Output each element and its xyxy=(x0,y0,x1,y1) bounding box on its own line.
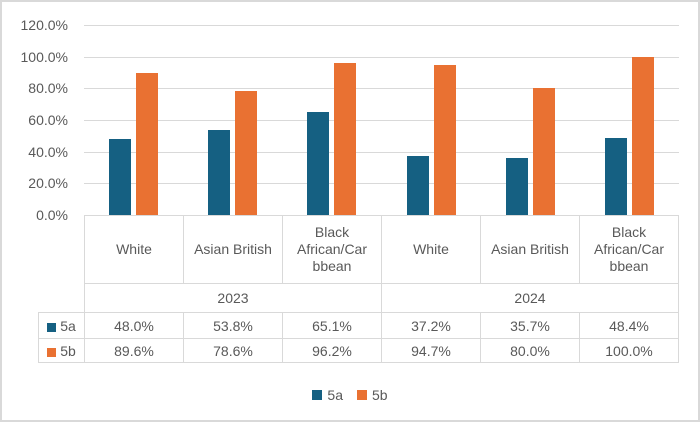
table-year-header-row: 2023 2024 xyxy=(39,283,679,313)
cell-5a-2023-black-african-caribbean: 65.1% xyxy=(282,312,382,339)
bar-5b[interactable] xyxy=(235,90,258,215)
cell-5b-2023-asian-british: 78.6% xyxy=(183,338,283,363)
row-label-5a-text: 5a xyxy=(60,317,76,334)
y-axis-tick-label: 20.0% xyxy=(28,175,68,192)
category-header-2023-white: White xyxy=(84,215,184,284)
bar-group xyxy=(382,25,481,215)
bar-group xyxy=(84,25,183,215)
legend-5b-swatch-icon xyxy=(357,390,367,400)
bar-5a[interactable] xyxy=(307,111,330,215)
gridline xyxy=(84,56,679,58)
bar-5b[interactable] xyxy=(433,65,456,215)
legend-item-5b[interactable]: 5b xyxy=(357,387,388,403)
cell-5a-2023-white: 48.0% xyxy=(84,312,184,339)
cell-5a-2023-asian-british: 53.8% xyxy=(183,312,283,339)
bar-5b[interactable] xyxy=(532,88,555,215)
bar-groups-container xyxy=(84,25,679,215)
legend-5a-label: 5a xyxy=(327,387,343,403)
table-corner-blank xyxy=(39,216,85,284)
year-header-2024: 2024 xyxy=(381,283,679,313)
cell-5a-2024-white: 37.2% xyxy=(381,312,481,339)
chart-legend: 5a 5b xyxy=(2,387,698,403)
row-label-5a: 5a xyxy=(38,312,85,339)
table-row-5a: 5a 48.0% 53.8% 65.1% 37.2% 35.7% 48.4% xyxy=(38,312,679,339)
legend-item-5a[interactable]: 5a xyxy=(312,387,343,403)
gridline xyxy=(84,88,679,90)
bar-group xyxy=(183,25,282,215)
bar-5b[interactable] xyxy=(334,62,357,215)
category-header-2023-asian-british: Asian British xyxy=(183,215,283,284)
bar-5a[interactable] xyxy=(505,158,528,215)
y-axis-tick-label: 40.0% xyxy=(28,143,68,160)
cell-5b-2024-white: 94.7% xyxy=(381,338,481,363)
cell-5b-2023-white: 89.6% xyxy=(84,338,184,363)
bar-group xyxy=(580,25,679,215)
cell-5a-2024-black-african-caribbean: 48.4% xyxy=(579,312,679,339)
cell-5b-2023-black-african-caribbean: 96.2% xyxy=(282,338,382,363)
category-header-2023-black-african-caribbean: Black African/Car bbean xyxy=(282,215,382,284)
row-label-5b-text: 5b xyxy=(60,342,76,359)
gridline xyxy=(84,183,679,185)
data-table: White Asian British Black African/Car bb… xyxy=(38,215,679,363)
bar-5a[interactable] xyxy=(208,129,231,215)
table-row-5b: 5b 89.6% 78.6% 96.2% 94.7% 80.0% 100.0% xyxy=(38,338,679,363)
bar-group xyxy=(481,25,580,215)
y-axis-tick-label: 80.0% xyxy=(28,80,68,97)
bar-5a[interactable] xyxy=(109,139,132,215)
plot-area xyxy=(84,25,679,216)
y-axis-tick-label: 0.0% xyxy=(36,207,68,223)
cell-5b-2024-black-african-caribbean: 100.0% xyxy=(579,338,679,363)
legend-5a-swatch-icon xyxy=(312,390,323,400)
bar-group xyxy=(282,25,381,215)
y-axis-tick-label: 100.0% xyxy=(20,48,68,65)
category-header-2024-black-african-caribbean: Black African/Car bbean xyxy=(579,215,679,284)
row-label-5b: 5b xyxy=(38,338,85,363)
gridline xyxy=(84,25,679,26)
y-axis: 120.0% 100.0% 80.0% 60.0% 40.0% 20.0% 0.0% xyxy=(2,17,68,223)
gridline xyxy=(84,151,679,153)
gridline xyxy=(84,120,679,121)
bar-5a[interactable] xyxy=(406,156,429,215)
y-axis-tick-label: 60.0% xyxy=(28,112,68,128)
legend-5b-label: 5b xyxy=(372,387,388,403)
bar-5b[interactable] xyxy=(136,73,159,215)
bar-5b[interactable] xyxy=(631,56,654,215)
category-header-2024-asian-british: Asian British xyxy=(480,215,580,284)
year-header-2023: 2023 xyxy=(84,283,382,313)
series-5b-key-icon xyxy=(47,347,57,357)
cell-5a-2024-asian-british: 35.7% xyxy=(480,312,580,339)
cell-5b-2024-asian-british: 80.0% xyxy=(480,338,580,363)
series-5a-key-icon xyxy=(47,322,57,332)
bar-5a[interactable] xyxy=(604,138,627,215)
y-axis-tick-label: 120.0% xyxy=(20,17,68,33)
table-category-header-row: White Asian British Black African/Car bb… xyxy=(39,215,679,284)
table-corner-blank xyxy=(39,284,85,313)
category-header-2024-white: White xyxy=(381,215,481,284)
